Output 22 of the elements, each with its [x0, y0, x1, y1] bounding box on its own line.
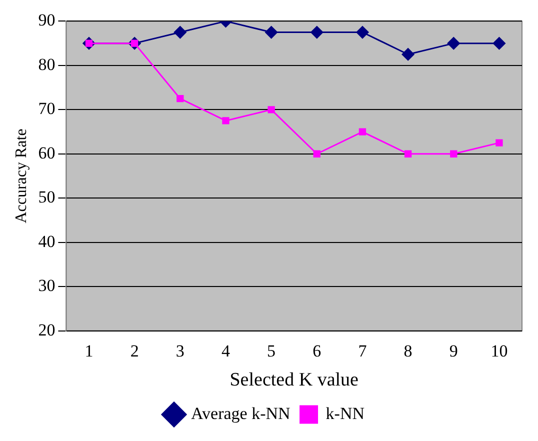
x-tick-label: 1 [84, 341, 94, 360]
y-tick-label: 60 [38, 143, 56, 162]
x-tick-label: 4 [221, 341, 230, 360]
y-tick-label: 50 [38, 188, 56, 207]
x-tick-label: 8 [404, 341, 412, 360]
x-tick-label: 3 [176, 341, 184, 360]
x-tick-label: 9 [449, 341, 458, 360]
x-tick-label: 5 [267, 341, 276, 360]
y-tick-label: 30 [38, 276, 56, 296]
y-axis-title: Accuracy Rate [12, 128, 30, 224]
y-tick-label: 20 [38, 320, 56, 340]
x-tick-label: 7 [358, 341, 368, 360]
y-tick-label: 70 [38, 99, 56, 118]
y-tick-label: 80 [38, 54, 56, 74]
x-axis-title: Selected K value [230, 370, 358, 391]
x-tick-label: 6 [312, 341, 322, 360]
x-tick-label: 2 [130, 341, 139, 360]
y-tick-label: 40 [38, 232, 56, 251]
x-tick-label: 10 [490, 341, 508, 360]
legend-label: k-NN [326, 404, 364, 423]
y-tick-label: 90 [38, 10, 56, 30]
legend-label: Average k-NN [191, 404, 290, 423]
